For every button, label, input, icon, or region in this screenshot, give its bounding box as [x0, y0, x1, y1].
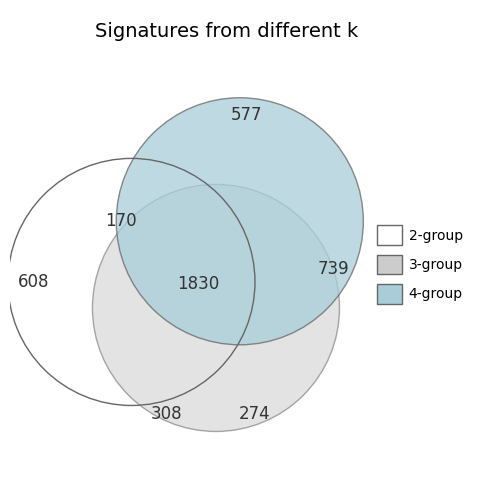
Text: 308: 308: [150, 405, 182, 423]
Text: 577: 577: [230, 106, 262, 124]
Text: 739: 739: [317, 260, 349, 278]
Title: Signatures from different k: Signatures from different k: [95, 22, 358, 41]
Legend: 2-group, 3-group, 4-group: 2-group, 3-group, 4-group: [372, 221, 467, 308]
Text: 1830: 1830: [177, 275, 220, 293]
Circle shape: [92, 184, 340, 431]
Text: 608: 608: [18, 273, 50, 291]
Text: 170: 170: [105, 212, 137, 230]
Circle shape: [116, 98, 363, 345]
Text: 274: 274: [239, 405, 271, 423]
